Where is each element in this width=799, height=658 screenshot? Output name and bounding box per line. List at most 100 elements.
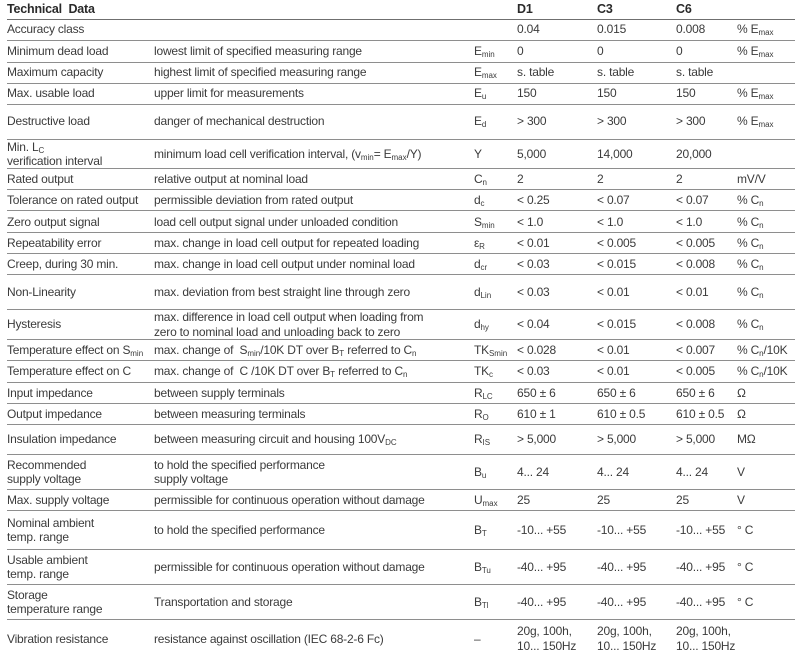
- parameter-description: danger of mechanical destruction: [154, 104, 474, 140]
- value-c6: -40... +95: [676, 549, 738, 586]
- parameter-description: between supply terminals: [154, 382, 474, 405]
- table-row: Max. supply voltage permissible for cont…: [7, 489, 796, 512]
- value-c3: 150: [597, 83, 677, 105]
- parameter-name: Output impedance: [7, 403, 154, 426]
- value-d1: < 0.01: [517, 232, 598, 255]
- parameter-name: Insulation impedance: [7, 424, 154, 456]
- value-c6: 650 ± 6: [676, 382, 738, 405]
- parameter-description: resistance against oscillation (IEC 68-2…: [154, 631, 384, 646]
- value-unit: V: [737, 489, 796, 512]
- value-unit: ° C: [737, 510, 796, 551]
- value-c3: > 5,000: [597, 424, 677, 456]
- value-unit: [737, 62, 796, 84]
- value-c3: 650 ± 6: [597, 382, 677, 405]
- value-d1: 0: [517, 40, 598, 63]
- parameter-symbol: Y: [474, 139, 518, 170]
- parameter-name: Storage temperature range: [7, 584, 154, 621]
- table-title: Technical Data: [7, 0, 518, 20]
- value-unit: % Emax: [737, 19, 796, 41]
- value-c3: < 0.015: [597, 309, 677, 341]
- parameter-description: max. change of C /10K DT over BT referre…: [154, 360, 474, 384]
- parameter-name: Usable ambient temp. range: [7, 549, 154, 586]
- parameter-description: permissible deviation from rated output: [154, 189, 474, 212]
- parameter-description: to hold the specified performance supply…: [154, 454, 474, 491]
- parameter-name: Min. LC verification interval: [7, 139, 154, 170]
- value-c6: 4... 24: [676, 454, 738, 491]
- parameter-description: permissible for continuous operation wit…: [154, 549, 474, 586]
- value-c6: 25: [676, 489, 738, 512]
- value-c3: > 300: [597, 104, 677, 140]
- technical-data-table: Technical Data D1 C3 C6 Accuracy class 0…: [7, 0, 796, 658]
- parameter-name: Recommended supply voltage: [7, 454, 154, 491]
- value-unit: % Emax: [737, 104, 796, 140]
- value-c3: < 1.0: [597, 210, 677, 234]
- parameter-symbol: BTl: [474, 584, 518, 621]
- parameter-symbol: –: [474, 631, 481, 646]
- parameter-symbol: Bu: [474, 454, 518, 491]
- value-c6: < 0.007: [676, 339, 738, 362]
- parameter-symbol: Smin: [474, 210, 518, 234]
- value-unit: V: [737, 454, 796, 491]
- table-row: Recommended supply voltage to hold the s…: [7, 454, 796, 491]
- parameter-name: Vibration resistance: [7, 631, 109, 646]
- parameter-symbol: RIS: [474, 424, 518, 456]
- column-header-c3: C3: [597, 0, 677, 20]
- table-row: Maximum capacity highest limit of specif…: [7, 62, 796, 84]
- value-unit: MΩ: [737, 424, 796, 456]
- value-c3: < 0.01: [597, 339, 677, 362]
- value-c3: 0.015: [597, 19, 677, 41]
- parameter-name: Minimum dead load: [7, 40, 154, 63]
- value-unit: Ω: [737, 403, 796, 426]
- value-d1: 4... 24: [517, 454, 598, 491]
- parameter-symbol: BTu: [474, 549, 518, 586]
- value-d1: < 0.03: [517, 360, 598, 384]
- value-c6: > 5,000: [676, 424, 738, 456]
- value-unit: Ω: [737, 382, 796, 405]
- value-unit: % Cn/10K: [737, 339, 796, 362]
- value-c3: -10... +55: [597, 510, 677, 551]
- parameter-symbol: Ed: [474, 104, 518, 140]
- value-unit: mV/V: [737, 168, 796, 191]
- parameter-name: Tolerance on rated output: [7, 189, 154, 212]
- value-c6: < 0.005: [676, 232, 738, 255]
- value-d1: -40... +95: [517, 549, 598, 586]
- parameter-symbol: RLC: [474, 382, 518, 405]
- parameter-description: minimum load cell verification interval,…: [154, 139, 474, 170]
- value-unit: % Emax: [737, 40, 796, 63]
- value-c3: 4... 24: [597, 454, 677, 491]
- value-d1: < 1.0: [517, 210, 598, 234]
- value-c3: < 0.015: [597, 253, 677, 276]
- parameter-description: upper limit for measurements: [154, 83, 474, 105]
- parameter-symbol: TKc: [474, 360, 518, 384]
- table-row: Input impedance between supply terminals…: [7, 382, 796, 405]
- value-unit: ° C: [737, 584, 796, 621]
- value-d1: < 0.04: [517, 309, 598, 341]
- parameter-symbol: dLin: [474, 274, 518, 311]
- parameter-description: max. change in load cell output under no…: [154, 253, 474, 276]
- parameter-symbol: [474, 19, 518, 41]
- parameter-symbol: εR: [474, 232, 518, 255]
- table-row: Min. LC verification interval minimum lo…: [7, 139, 796, 170]
- parameter-description: permissible for continuous operation wit…: [154, 489, 474, 512]
- value-c6: > 300: [676, 104, 738, 140]
- value-d1: > 5,000: [517, 424, 598, 456]
- value-d1: > 300: [517, 104, 598, 140]
- parameter-name: Creep, during 30 min.: [7, 253, 154, 276]
- value-d1: 2: [517, 168, 598, 191]
- value-unit: % Cn: [737, 309, 796, 341]
- value-c6: -40... +95: [676, 584, 738, 621]
- table-header-row: Technical Data D1 C3 C6: [7, 0, 796, 20]
- value-c6: < 0.005: [676, 360, 738, 384]
- value-d1: < 0.028: [517, 339, 598, 362]
- value-c3: 0: [597, 40, 677, 63]
- table-row: Usable ambient temp. range permissible f…: [7, 549, 796, 586]
- value-unit: % Emax: [737, 83, 796, 105]
- parameter-name: Nominal ambient temp. range: [7, 510, 154, 551]
- table-row: Destructive load danger of mechanical de…: [7, 104, 796, 140]
- parameter-description: highest limit of specified measuring ran…: [154, 62, 474, 84]
- table-row: Vibration resistance resistance against …: [7, 620, 795, 658]
- parameter-symbol: dc: [474, 189, 518, 212]
- table-row: Rated output relative output at nominal …: [7, 168, 796, 191]
- parameter-description: max. deviation from best straight line t…: [154, 274, 474, 311]
